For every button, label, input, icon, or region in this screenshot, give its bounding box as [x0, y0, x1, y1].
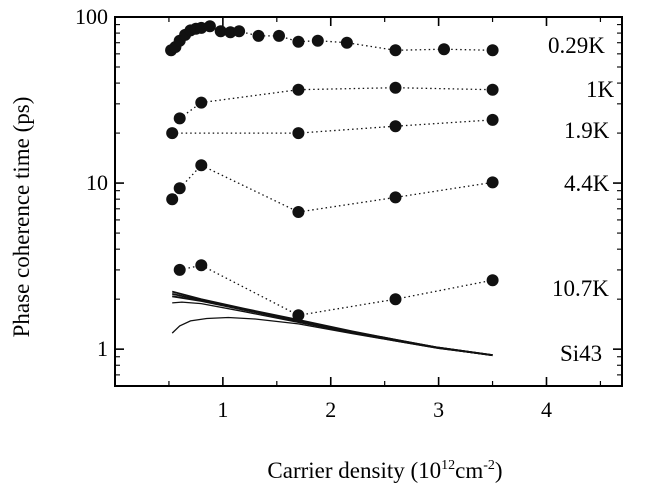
axis-ticks: 1 2 3 4 1 10 100 [75, 4, 622, 422]
point-1k [486, 83, 499, 96]
point-0-29k [389, 44, 402, 57]
point-10-7k [195, 259, 208, 272]
point-1-9k [166, 127, 179, 140]
point-0-29k [438, 43, 450, 56]
point-4-4k [486, 176, 499, 189]
plot-frame [114, 16, 623, 387]
point-0-29k [340, 36, 353, 49]
series-1k [173, 81, 499, 125]
label-1-9k: 1.9K [564, 118, 610, 143]
x-axis-label-end: ) [495, 458, 503, 483]
point-0-29k [224, 26, 237, 39]
point-0-29k [214, 25, 227, 38]
si43-curve-5 [171, 316, 493, 356]
point-0-29k [203, 20, 216, 33]
point-10-7k [173, 263, 186, 276]
point-1-9k [292, 127, 305, 140]
data-series [165, 20, 499, 322]
point-4-4k [166, 193, 179, 206]
series-10-7k [173, 259, 499, 322]
point-1k [292, 83, 305, 96]
point-1-9k [389, 120, 402, 133]
point-1k [389, 81, 402, 94]
point-1k [195, 96, 208, 109]
label-0-29k: 0.29K [548, 33, 605, 58]
point-10-7k [389, 293, 402, 306]
si43-curve-4 [172, 301, 493, 356]
point-4-4k [173, 182, 186, 195]
series-line-1k [179, 87, 493, 119]
series-1-9k [166, 113, 499, 140]
x-axis-label: Carrier density (1012cm-2) [267, 458, 502, 483]
x-tick-label-1: 1 [217, 397, 228, 422]
series-0-29k [165, 20, 499, 57]
x-axis-label-base: Carrier density (10 [267, 458, 441, 483]
label-4-4k: 4.4K [564, 171, 610, 196]
point-0-29k [273, 29, 285, 42]
label-1k: 1K [586, 77, 615, 102]
series-labels: 0.29K 1K 1.9K 4.4K 10.7K Si43 [548, 33, 615, 366]
y-axis-label: Phase coherence time (ps) [9, 97, 34, 338]
point-0-29k [486, 44, 499, 57]
series-4-4k [166, 159, 499, 218]
point-0-29k [233, 25, 246, 38]
point-1k [173, 112, 186, 125]
point-1-9k [486, 113, 499, 126]
y-tick-label-100: 100 [75, 4, 108, 29]
si43-curve-1 [171, 290, 493, 357]
point-0-29k [311, 34, 324, 47]
label-si43: Si43 [560, 341, 602, 366]
point-4-4k [389, 191, 402, 204]
point-4-4k [195, 159, 208, 172]
plot-area [114, 16, 623, 387]
x-tick-label-3: 3 [433, 397, 444, 422]
point-4-4k [292, 206, 305, 218]
x-tick-label-4: 4 [541, 397, 552, 422]
x-tick-label-2: 2 [325, 397, 336, 422]
y-tick-label-10: 10 [86, 170, 108, 195]
point-10-7k [486, 274, 499, 287]
label-10-7k: 10.7K [552, 276, 609, 301]
si43-curves [171, 290, 493, 357]
x-axis-label-mid: cm [455, 458, 483, 483]
x-axis-label-sup1: 12 [441, 458, 455, 473]
x-axis-label-sup2: -2 [483, 458, 495, 473]
series-line-4-4k [171, 164, 493, 213]
si43-curve-3 [172, 295, 493, 357]
point-10-7k [292, 309, 305, 322]
series-line-1-9k [172, 119, 493, 134]
point-0-29k [252, 29, 265, 42]
y-tick-label-1: 1 [97, 336, 108, 361]
point-0-29k [292, 35, 305, 48]
